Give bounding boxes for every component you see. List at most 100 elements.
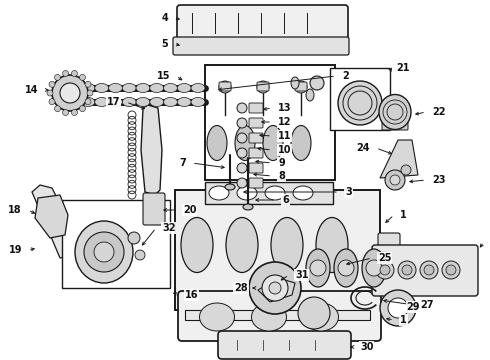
Ellipse shape bbox=[303, 303, 339, 331]
Circle shape bbox=[295, 81, 307, 93]
Ellipse shape bbox=[199, 303, 235, 331]
Ellipse shape bbox=[243, 204, 253, 210]
Circle shape bbox=[380, 290, 416, 326]
Ellipse shape bbox=[75, 221, 133, 283]
Ellipse shape bbox=[291, 126, 311, 161]
Text: 18: 18 bbox=[8, 205, 22, 215]
Ellipse shape bbox=[177, 84, 191, 93]
FancyBboxPatch shape bbox=[178, 291, 381, 341]
Polygon shape bbox=[32, 185, 72, 258]
FancyBboxPatch shape bbox=[257, 82, 269, 91]
Circle shape bbox=[402, 265, 412, 275]
FancyBboxPatch shape bbox=[219, 82, 231, 91]
Circle shape bbox=[54, 105, 61, 112]
Circle shape bbox=[446, 265, 456, 275]
Ellipse shape bbox=[122, 84, 136, 93]
Circle shape bbox=[442, 261, 460, 279]
Text: 8: 8 bbox=[278, 171, 285, 181]
Polygon shape bbox=[35, 195, 68, 238]
Circle shape bbox=[380, 265, 390, 275]
Text: 15: 15 bbox=[156, 71, 170, 81]
Circle shape bbox=[257, 81, 269, 93]
Circle shape bbox=[237, 148, 247, 158]
Ellipse shape bbox=[108, 84, 122, 93]
Circle shape bbox=[49, 99, 55, 105]
Ellipse shape bbox=[334, 249, 358, 287]
Polygon shape bbox=[258, 278, 295, 302]
FancyBboxPatch shape bbox=[372, 245, 478, 296]
Ellipse shape bbox=[136, 98, 150, 107]
Circle shape bbox=[79, 75, 85, 80]
Ellipse shape bbox=[237, 186, 257, 200]
Ellipse shape bbox=[191, 98, 205, 107]
Ellipse shape bbox=[108, 98, 122, 107]
Text: 9: 9 bbox=[278, 158, 285, 168]
Text: 4: 4 bbox=[161, 13, 168, 23]
Circle shape bbox=[298, 297, 330, 329]
Ellipse shape bbox=[379, 94, 411, 130]
Circle shape bbox=[85, 81, 91, 87]
Ellipse shape bbox=[291, 77, 299, 89]
Text: 21: 21 bbox=[396, 63, 410, 73]
Ellipse shape bbox=[81, 84, 95, 93]
Text: 23: 23 bbox=[432, 175, 445, 185]
Circle shape bbox=[85, 99, 91, 105]
Circle shape bbox=[310, 260, 326, 276]
FancyBboxPatch shape bbox=[218, 331, 351, 359]
Text: 2: 2 bbox=[342, 71, 349, 81]
Text: 16: 16 bbox=[185, 290, 198, 300]
Polygon shape bbox=[380, 140, 418, 178]
FancyBboxPatch shape bbox=[249, 163, 263, 173]
Ellipse shape bbox=[226, 217, 258, 273]
Circle shape bbox=[237, 133, 247, 143]
Circle shape bbox=[135, 250, 145, 260]
Text: 12: 12 bbox=[278, 117, 292, 127]
Circle shape bbox=[385, 170, 405, 190]
Circle shape bbox=[237, 103, 247, 113]
Circle shape bbox=[52, 75, 88, 111]
Ellipse shape bbox=[181, 217, 213, 273]
Ellipse shape bbox=[207, 126, 227, 161]
Ellipse shape bbox=[271, 217, 303, 273]
Circle shape bbox=[237, 118, 247, 128]
Text: 1: 1 bbox=[400, 315, 407, 325]
Circle shape bbox=[47, 90, 53, 96]
Text: 10: 10 bbox=[278, 145, 292, 155]
Circle shape bbox=[338, 260, 354, 276]
Text: 24: 24 bbox=[357, 143, 370, 153]
FancyBboxPatch shape bbox=[295, 82, 307, 91]
Ellipse shape bbox=[306, 89, 314, 101]
Text: 31: 31 bbox=[295, 270, 309, 280]
Ellipse shape bbox=[235, 126, 255, 161]
Text: 28: 28 bbox=[234, 283, 248, 293]
Text: 6: 6 bbox=[282, 195, 289, 205]
Ellipse shape bbox=[164, 98, 177, 107]
Ellipse shape bbox=[362, 249, 386, 287]
Text: 29: 29 bbox=[407, 302, 420, 312]
FancyBboxPatch shape bbox=[330, 68, 390, 130]
FancyBboxPatch shape bbox=[62, 200, 170, 288]
Ellipse shape bbox=[265, 186, 285, 200]
Ellipse shape bbox=[122, 98, 136, 107]
Circle shape bbox=[269, 282, 281, 294]
Ellipse shape bbox=[164, 84, 177, 93]
Circle shape bbox=[60, 83, 80, 103]
FancyBboxPatch shape bbox=[249, 118, 263, 128]
Text: 19: 19 bbox=[8, 245, 22, 255]
Circle shape bbox=[376, 261, 394, 279]
Ellipse shape bbox=[177, 98, 191, 107]
Text: 1: 1 bbox=[400, 210, 407, 220]
FancyBboxPatch shape bbox=[249, 133, 263, 143]
Ellipse shape bbox=[251, 303, 287, 331]
Ellipse shape bbox=[150, 84, 164, 93]
Circle shape bbox=[72, 71, 77, 77]
Text: 5: 5 bbox=[161, 39, 168, 49]
Ellipse shape bbox=[263, 126, 283, 161]
Circle shape bbox=[79, 105, 85, 112]
Circle shape bbox=[401, 165, 411, 175]
Text: 17: 17 bbox=[106, 97, 120, 107]
Circle shape bbox=[63, 109, 69, 116]
Text: 25: 25 bbox=[378, 253, 392, 263]
Text: 20: 20 bbox=[183, 205, 196, 215]
Ellipse shape bbox=[209, 186, 229, 200]
